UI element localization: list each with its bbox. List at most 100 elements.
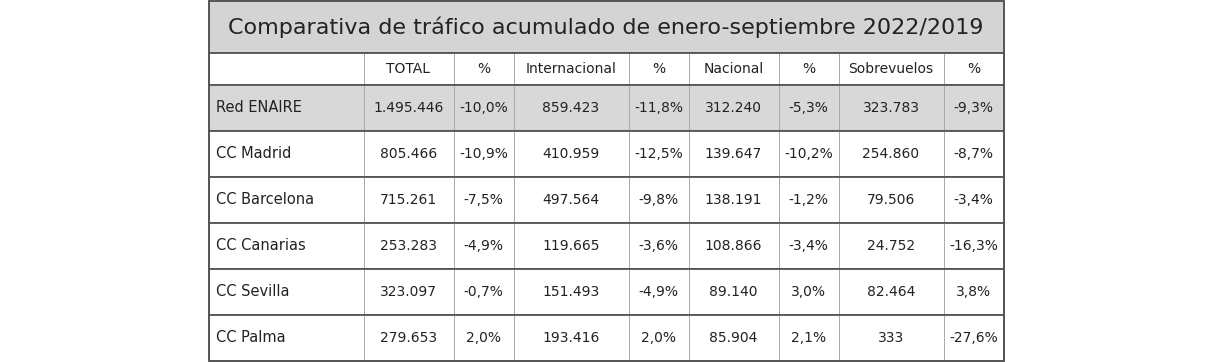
Text: 3,0%: 3,0% [791, 285, 827, 299]
Text: -4,9%: -4,9% [463, 239, 503, 253]
Text: 333: 333 [877, 331, 904, 345]
Bar [208, 315, 364, 361]
Text: 79.506: 79.506 [867, 193, 915, 207]
Text: 82.464: 82.464 [867, 285, 915, 299]
Text: %: % [478, 62, 490, 76]
Bar [208, 269, 1004, 315]
Bar [943, 131, 1004, 177]
Bar [208, 315, 1004, 361]
Bar [208, 223, 1004, 269]
Text: 2,0%: 2,0% [641, 331, 676, 345]
Bar [629, 131, 688, 177]
Text: 312.240: 312.240 [705, 101, 762, 115]
Text: 2,1%: 2,1% [791, 331, 827, 345]
Bar [839, 131, 943, 177]
Text: 859.423: 859.423 [543, 101, 600, 115]
Text: 253.283: 253.283 [381, 239, 438, 253]
Bar [629, 269, 688, 315]
Bar [629, 53, 688, 85]
Text: -1,2%: -1,2% [789, 193, 829, 207]
Text: %: % [802, 62, 814, 76]
Text: Red ENAIRE: Red ENAIRE [217, 101, 302, 115]
Bar [364, 223, 453, 269]
Text: -7,5%: -7,5% [463, 193, 503, 207]
Text: -27,6%: -27,6% [949, 331, 997, 345]
Text: 119.665: 119.665 [542, 239, 600, 253]
Text: 410.959: 410.959 [543, 147, 600, 161]
Text: Internacional: Internacional [526, 62, 617, 76]
Bar [839, 269, 943, 315]
Bar [514, 269, 629, 315]
Bar [208, 53, 364, 85]
Text: -12,5%: -12,5% [634, 147, 682, 161]
Text: -10,9%: -10,9% [459, 147, 508, 161]
Bar [514, 223, 629, 269]
Bar [453, 131, 514, 177]
Bar [364, 53, 453, 85]
Text: 108.866: 108.866 [704, 239, 762, 253]
Text: 3,8%: 3,8% [956, 285, 991, 299]
Text: -0,7%: -0,7% [463, 285, 503, 299]
Bar [208, 131, 364, 177]
Bar [208, 223, 364, 269]
Bar [514, 85, 629, 131]
Bar [208, 269, 364, 315]
Text: 715.261: 715.261 [379, 193, 438, 207]
Bar [514, 315, 629, 361]
Bar [364, 85, 453, 131]
Bar [364, 269, 453, 315]
Text: CC Canarias: CC Canarias [217, 239, 307, 253]
Bar [364, 177, 453, 223]
Bar [208, 85, 364, 131]
Bar [778, 315, 839, 361]
Bar [514, 131, 629, 177]
Text: 323.783: 323.783 [863, 101, 920, 115]
Bar [778, 131, 839, 177]
Bar [688, 223, 778, 269]
Bar [208, 53, 1004, 85]
Bar [943, 223, 1004, 269]
Text: 139.647: 139.647 [705, 147, 762, 161]
Text: CC Madrid: CC Madrid [217, 147, 292, 161]
Text: 193.416: 193.416 [542, 331, 600, 345]
Bar [839, 223, 943, 269]
Text: %: % [967, 62, 981, 76]
Bar [943, 53, 1004, 85]
Text: 805.466: 805.466 [379, 147, 438, 161]
Text: -11,8%: -11,8% [634, 101, 684, 115]
Text: -16,3%: -16,3% [949, 239, 997, 253]
Text: 138.191: 138.191 [704, 193, 762, 207]
Text: 323.097: 323.097 [381, 285, 438, 299]
Bar [453, 223, 514, 269]
Bar [208, 177, 1004, 223]
Text: -9,8%: -9,8% [639, 193, 679, 207]
Text: -9,3%: -9,3% [954, 101, 994, 115]
Text: Sobrevuelos: Sobrevuelos [848, 62, 933, 76]
Bar [778, 177, 839, 223]
Text: %: % [652, 62, 665, 76]
Text: TOTAL: TOTAL [387, 62, 430, 76]
Bar [208, 177, 364, 223]
Bar [688, 177, 778, 223]
Text: 2,0%: 2,0% [465, 331, 501, 345]
Bar [629, 177, 688, 223]
Bar [778, 85, 839, 131]
Text: 24.752: 24.752 [867, 239, 915, 253]
Text: CC Palma: CC Palma [217, 331, 286, 345]
Bar [688, 131, 778, 177]
Text: -3,4%: -3,4% [789, 239, 829, 253]
Text: -4,9%: -4,9% [639, 285, 679, 299]
Bar [208, 131, 1004, 177]
Bar [364, 131, 453, 177]
Text: -8,7%: -8,7% [954, 147, 994, 161]
Text: CC Barcelona: CC Barcelona [217, 193, 315, 207]
Bar [839, 315, 943, 361]
Text: CC Sevilla: CC Sevilla [217, 285, 290, 299]
Bar [629, 85, 688, 131]
Bar [688, 53, 778, 85]
Bar [453, 53, 514, 85]
Text: 85.904: 85.904 [709, 331, 758, 345]
Text: Comparativa de tráfico acumulado de enero-septiembre 2022/2019: Comparativa de tráfico acumulado de ener… [228, 16, 984, 38]
Bar [688, 85, 778, 131]
Text: 1.495.446: 1.495.446 [373, 101, 444, 115]
